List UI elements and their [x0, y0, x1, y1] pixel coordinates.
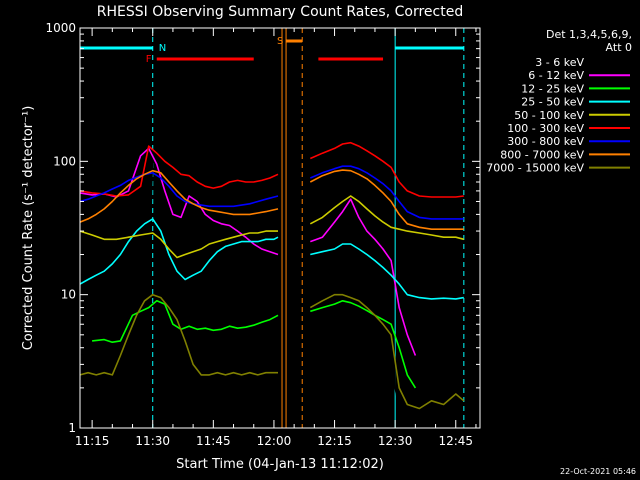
legend-label: 3 - 6 keV	[535, 56, 584, 69]
series-6-12-kev-line	[310, 198, 417, 356]
series-50-100-kev-line	[79, 230, 278, 259]
y-tick-label: 10	[61, 288, 76, 302]
series-50-100-kev-line	[309, 195, 465, 241]
y-tick-label: 1	[68, 421, 76, 435]
series-100-300-kev-line	[79, 145, 279, 197]
series-300-800-kev-line	[79, 172, 279, 208]
legend-label: 300 - 800 keV	[507, 135, 584, 148]
series-3-6-kev-line	[139, 150, 279, 325]
x-tick-label: 11:15	[75, 434, 110, 448]
detectors-label: Det 1,3,4,5,6,9,	[546, 28, 632, 41]
x-tick-label: 12:30	[378, 434, 413, 448]
series-3-6-kev-line	[309, 195, 417, 418]
series-800-7000-kev-line	[79, 169, 279, 223]
n-flag-label: N	[159, 43, 166, 54]
y-tick-label: 1000	[45, 21, 76, 35]
legend-label: 100 - 300 keV	[507, 122, 584, 135]
legend-label: 50 - 100 keV	[514, 109, 584, 122]
x-tick-label: 11:30	[135, 434, 170, 448]
series-6-12-kev-line	[79, 147, 279, 256]
series-12-25-kev-line	[310, 299, 417, 389]
series-25-50-kev-line	[79, 218, 279, 285]
y-tick-label: 100	[53, 154, 76, 168]
series-100-300-kev-line	[309, 141, 464, 198]
timestamp: 22-Oct-2021 05:46	[560, 467, 636, 476]
legend-label: 800 - 7000 keV	[500, 148, 584, 161]
series-7000-15000-kev-line	[309, 293, 465, 410]
plot-frame	[79, 27, 481, 429]
s-flag-label: S	[277, 36, 283, 47]
legend-label: 7000 - 15000 keV	[486, 162, 584, 175]
legend-label: 12 - 25 keV	[521, 82, 584, 95]
x-axis-label: Start Time (04-Jan-13 11:12:02)	[176, 457, 384, 472]
x-tick-label: 12:00	[257, 434, 292, 448]
series-800-7000-kev-line	[309, 169, 464, 230]
series-layer	[79, 141, 465, 418]
f-flag-label: F	[146, 54, 152, 65]
chart-title: RHESSI Observing Summary Count Rates, Co…	[97, 4, 463, 20]
series-300-800-kev-line	[309, 165, 464, 220]
x-tick-label: 12:15	[317, 434, 352, 448]
flag-layer: NF S	[80, 28, 465, 428]
series-25-50-kev-line	[310, 243, 464, 300]
series-12-25-kev-line	[92, 299, 279, 344]
x-tick-label: 12:45	[438, 434, 473, 448]
axes-layer: 11:15 11:30 11:45 12:00 12:15 12:30 12:45 1 10 10…	[45, 21, 481, 448]
legend-label: 6 - 12 keV	[528, 69, 584, 82]
x-tick-label: 11:45	[196, 434, 231, 448]
legend-label: 25 - 50 keV	[521, 96, 584, 109]
series-7000-15000-kev-line	[79, 293, 278, 376]
attenuator-label: Att 0	[606, 41, 632, 54]
y-axis-label: Corrected Count Rate (s⁻¹ detector⁻¹)	[21, 106, 36, 351]
